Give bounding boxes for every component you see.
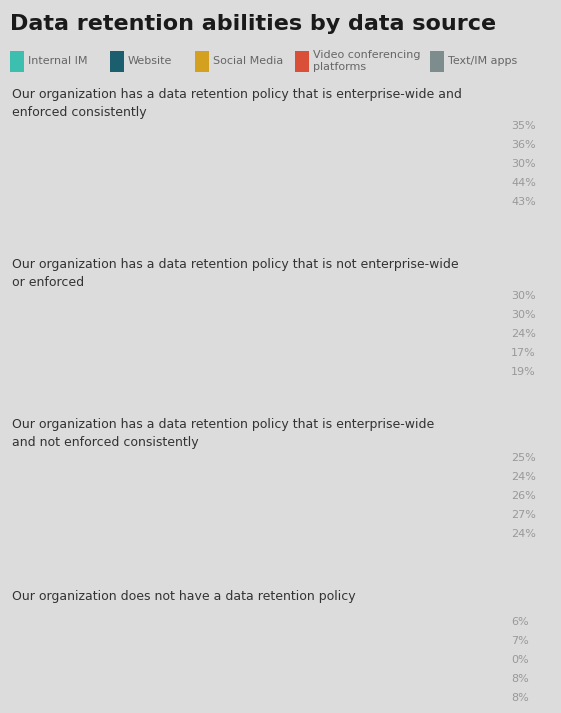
Text: 27%: 27% [511,510,536,520]
Text: Our organization does not have a data retention policy: Our organization does not have a data re… [12,590,356,603]
Bar [10,51,24,71]
Text: 24%: 24% [511,529,536,539]
Text: 17%: 17% [511,348,536,358]
Text: 6%: 6% [511,617,528,627]
Text: 24%: 24% [511,472,536,482]
Text: Video conferencing
platforms: Video conferencing platforms [313,50,421,72]
Bar [195,51,209,71]
Text: Data retention abilities by data source: Data retention abilities by data source [10,14,496,34]
Text: 7%: 7% [511,636,529,646]
Text: 44%: 44% [511,178,536,188]
Text: 43%: 43% [511,197,536,207]
Bar [110,51,124,71]
Text: 36%: 36% [511,140,536,150]
Text: 19%: 19% [511,367,536,377]
Text: Our organization has a data retention policy that is enterprise-wide and
enforce: Our organization has a data retention po… [12,88,462,119]
Text: 24%: 24% [511,329,536,339]
Text: Our organization has a data retention policy that is not enterprise-wide
or enfo: Our organization has a data retention po… [12,258,459,289]
Text: 25%: 25% [511,453,536,463]
Text: Text/IM apps: Text/IM apps [448,56,517,66]
Text: 30%: 30% [511,310,536,320]
Text: 30%: 30% [511,159,536,169]
Text: Social Media: Social Media [213,56,283,66]
Text: 26%: 26% [511,491,536,501]
Bar [295,51,309,71]
Text: Internal IM: Internal IM [28,56,88,66]
Text: 8%: 8% [511,674,529,684]
Text: Our organization has a data retention policy that is enterprise-wide
and not enf: Our organization has a data retention po… [12,418,434,449]
Text: 0%: 0% [511,655,528,665]
Text: 35%: 35% [511,121,536,131]
Bar [430,51,444,71]
Text: 30%: 30% [511,291,536,301]
Text: 8%: 8% [511,693,529,703]
Text: Website: Website [128,56,172,66]
